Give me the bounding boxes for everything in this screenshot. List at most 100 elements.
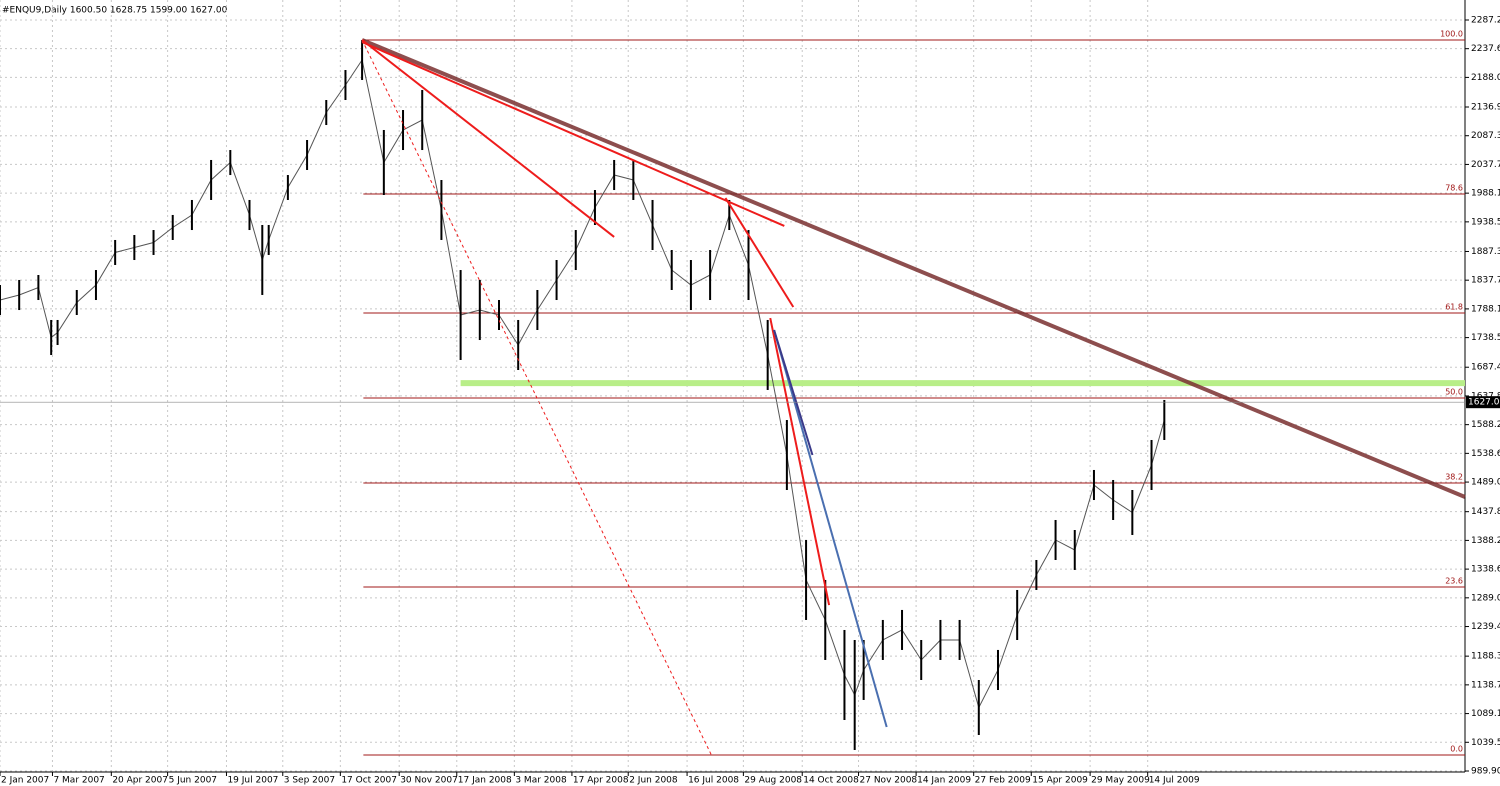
- x-tick-label: 14 Jul 2009: [1149, 776, 1200, 786]
- price-bar: [939, 619, 942, 660]
- price-bar: [920, 639, 923, 680]
- fib-label: 100.0: [1440, 29, 1463, 38]
- trendline: [361, 38, 1466, 499]
- price-bar: [996, 649, 999, 691]
- price-bar: [785, 420, 788, 491]
- y-tick-label: 1837.75: [1471, 276, 1500, 286]
- x-tick-label: 3 Sep 2007: [284, 776, 335, 786]
- y-tick-label: 2037.70: [1471, 160, 1500, 170]
- price-bar: [613, 159, 616, 191]
- y-tick-label: 1138.70: [1471, 680, 1500, 690]
- fib-label: 38.2: [1445, 472, 1463, 481]
- chart-title: #ENQU9,Daily 1600.50 1628.75 1599.00 162…: [2, 6, 228, 16]
- price-bar: [56, 319, 59, 345]
- y-tick-label: 1289.05: [1471, 593, 1500, 603]
- trendline: [724, 197, 795, 308]
- price-bar: [325, 100, 328, 126]
- y-tick-label: 2237.65: [1471, 44, 1500, 54]
- y-tick-label: 1188.30: [1471, 652, 1500, 662]
- price-bar: [114, 239, 117, 265]
- fib-label: 0.0: [1450, 744, 1463, 753]
- x-tick-label: 7 Mar 2007: [53, 776, 104, 786]
- price-bar: [536, 289, 539, 330]
- price-bar: [958, 619, 961, 660]
- price-bar: [497, 300, 500, 330]
- trendline: [769, 317, 831, 606]
- x-tick-label: 19 Jul 2007: [227, 776, 278, 786]
- trendline: [361, 39, 615, 238]
- fib-label: 23.6: [1445, 576, 1463, 585]
- x-tick-label: 17 Apr 2008: [573, 776, 629, 786]
- price-bar: [361, 39, 364, 80]
- x-tick-label: 14 Oct 2008: [803, 776, 859, 786]
- price-bar: [1150, 439, 1153, 491]
- price-bar: [843, 629, 846, 720]
- price-bar: [1163, 399, 1166, 440]
- price-bar: [728, 199, 731, 231]
- price-bar: [133, 235, 136, 261]
- price-bar: [555, 260, 558, 301]
- x-tick-label: 27 Feb 2009: [975, 776, 1031, 786]
- price-bar: [152, 230, 155, 255]
- price-bar: [248, 199, 251, 231]
- x-tick-label: 5 Jun 2007: [169, 776, 217, 786]
- y-tick-label: 2188.05: [1471, 73, 1500, 83]
- x-tick-label: 3 Mar 2008: [515, 776, 567, 786]
- x-tick-label: 14 Jan 2009: [917, 776, 971, 786]
- price-bar: [1073, 530, 1076, 570]
- fib-label: 61.8: [1445, 302, 1463, 311]
- trendline: [773, 329, 888, 728]
- y-tick-label: 989.90: [1471, 767, 1500, 777]
- y-tick-label: 1239.45: [1471, 622, 1500, 632]
- price-bar: [574, 230, 577, 271]
- price-bar: [94, 270, 97, 301]
- price-bar: [267, 224, 270, 255]
- trendline: [361, 39, 712, 756]
- price-bar: [651, 199, 654, 250]
- price-bar: [440, 180, 443, 240]
- price-bar: [1054, 519, 1057, 560]
- price-bar: [862, 639, 865, 700]
- x-tick-label: 2 Jan 2007: [1, 776, 49, 786]
- price-bar: [382, 129, 385, 195]
- price-bar: [75, 289, 78, 316]
- price-bar: [50, 319, 53, 356]
- price-bar: [421, 89, 424, 151]
- price-bar: [18, 279, 21, 311]
- x-tick-label: 27 Nov 2008: [860, 776, 918, 786]
- price-bar: [766, 319, 769, 390]
- price-bar: [459, 270, 462, 360]
- trendline: [361, 41, 785, 227]
- y-tick-label: 1938.50: [1471, 217, 1500, 227]
- price-bar: [709, 249, 712, 301]
- price-bar: [261, 224, 264, 295]
- y-tick-label: 2136.90: [1471, 103, 1500, 113]
- price-bar: [344, 70, 347, 101]
- y-tick-label: 1538.60: [1471, 449, 1500, 459]
- y-tick-label: 1388.25: [1471, 536, 1500, 546]
- price-bar: [0, 285, 1, 316]
- price-bar: [824, 579, 827, 660]
- y-tick-label: 1788.15: [1471, 304, 1500, 314]
- price-bar: [37, 275, 40, 301]
- price-bar: [1112, 479, 1115, 520]
- y-tick-label: 1687.40: [1471, 363, 1500, 373]
- fib-label: 50.0: [1445, 388, 1463, 397]
- price-bar: [977, 679, 980, 735]
- price-bar: [881, 619, 884, 660]
- price-bar: [190, 199, 193, 231]
- price-bar: [747, 230, 750, 301]
- y-tick-label: 1738.55: [1471, 333, 1500, 343]
- y-tick-label: 1588.20: [1471, 420, 1500, 430]
- price-bar: [306, 140, 309, 170]
- price-bar: [1035, 559, 1038, 590]
- price-bar: [901, 609, 904, 650]
- price-bar: [517, 319, 520, 370]
- y-tick-label: 1338.65: [1471, 565, 1500, 575]
- price-bar: [670, 249, 673, 290]
- price-bar: [210, 159, 213, 200]
- y-tick-label: 1489.00: [1471, 478, 1500, 488]
- price-bar: [689, 260, 692, 311]
